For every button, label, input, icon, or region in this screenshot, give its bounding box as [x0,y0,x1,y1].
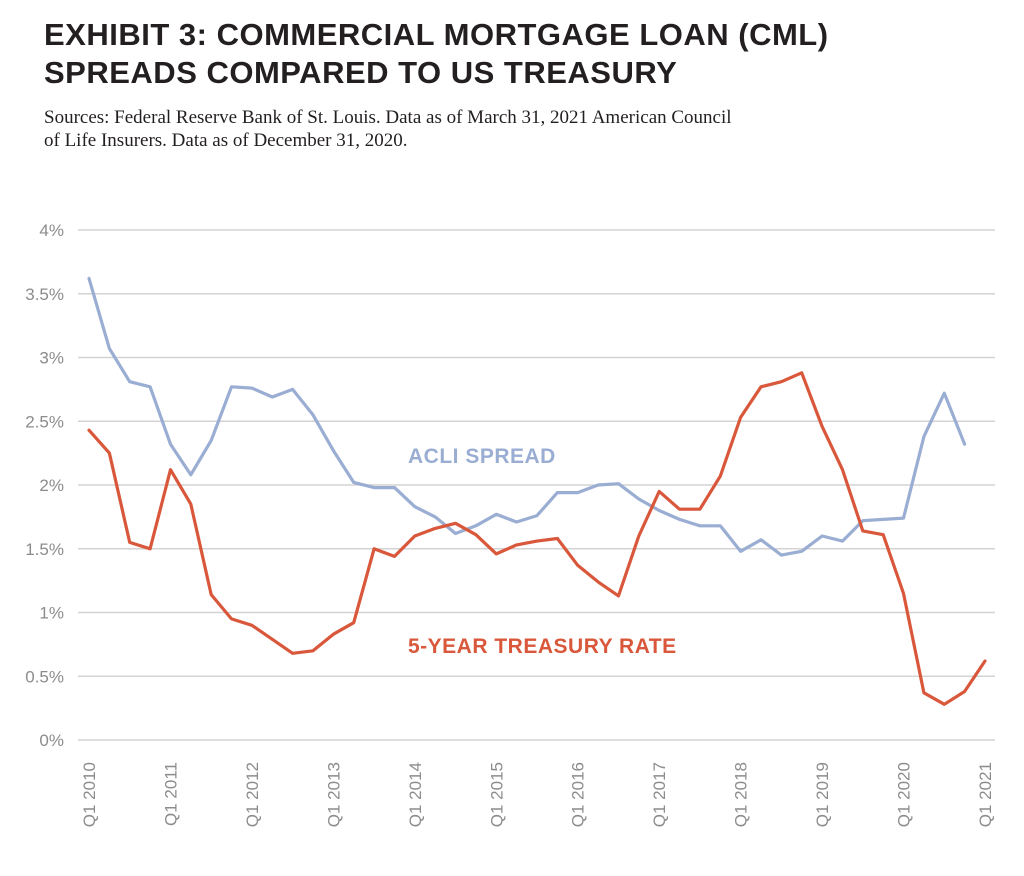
x-tick-label: Q1 2014 [406,762,425,827]
x-tick-label: Q1 2011 [161,762,180,826]
y-tick-label: 0.5% [25,667,64,686]
y-tick-label: 4% [39,221,64,240]
y-axis-ticks: 0% 0.5% 1% 1.5% 2% 2.5% 3% 3.5% 4% [25,221,64,750]
chart-sources: Sources: Federal Reserve Bank of St. Lou… [44,106,1004,152]
y-tick-label: 1% [39,604,64,623]
x-tick-label: Q1 2015 [487,762,506,827]
chart-title-line-2: SPREADS COMPARED TO US TREASURY [44,55,678,90]
x-axis-ticks: Q1 2010 Q1 2011 Q1 2012 Q1 2013 Q1 2014 Q1 20… [80,762,995,827]
y-tick-label: 2% [39,476,64,495]
chart-title-line-1: EXHIBIT 3: COMMERCIAL MORTGAGE LOAN (CML… [44,17,829,52]
y-tick-label: 3% [39,349,64,368]
x-tick-label: Q1 2010 [80,762,99,827]
series-lines [87,276,987,706]
series-labels: ACLI SPREAD 5-YEAR TREASURY RATE [408,445,677,658]
chart-sources-line-1: Sources: Federal Reserve Bank of St. Lou… [44,107,732,128]
y-tick-label: 1.5% [25,540,64,559]
chart-sources-line-2: of Life Insurers. Data as of December 31… [44,130,408,151]
x-tick-label: Q1 2012 [243,762,262,827]
x-tick-label: Q1 2016 [569,762,588,827]
y-tick-label: 3.5% [25,285,64,304]
x-tick-label: Q1 2020 [895,762,914,827]
gridlines [78,229,995,741]
treasury-rate-label: 5-YEAR TREASURY RATE [408,635,677,658]
acli-spread-label: ACLI SPREAD [408,445,556,468]
y-tick-label: 0% [39,731,64,750]
x-tick-label: Q1 2021 [976,762,995,827]
y-tick-label: 2.5% [25,412,64,431]
x-tick-label: Q1 2017 [650,762,669,827]
acli-spread-line [87,276,967,557]
chart-title: EXHIBIT 3: COMMERCIAL MORTGAGE LOAN (CML… [44,16,1004,92]
x-tick-label: Q1 2018 [732,762,751,827]
x-tick-label: Q1 2013 [324,762,343,827]
treasury-rate-line [87,371,987,706]
x-tick-label: Q1 2019 [813,762,832,827]
